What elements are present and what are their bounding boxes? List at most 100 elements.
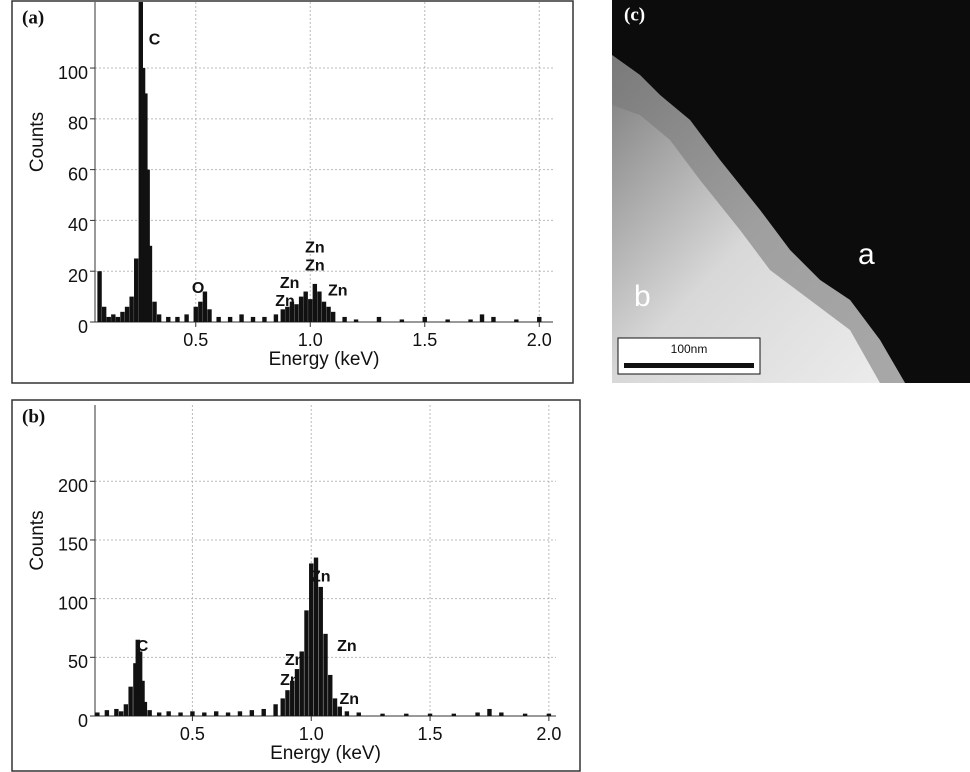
spectrum-bar xyxy=(133,663,138,716)
spectrum-bar xyxy=(198,301,203,322)
spectrum-bar xyxy=(376,316,382,322)
spectrum-bar xyxy=(299,651,304,716)
spectrum-bar xyxy=(97,271,102,322)
y-tick-label: 20 xyxy=(68,266,88,286)
y-tick-label: 0 xyxy=(78,317,88,337)
spectrum-bar xyxy=(143,93,148,322)
spectrum-bar xyxy=(145,169,150,322)
spectrum-bar xyxy=(399,319,405,322)
peak-label: Zn xyxy=(305,240,325,257)
spectrum-bar xyxy=(330,311,336,322)
peak-label: Zn xyxy=(280,672,300,689)
y-tick-label: 200 xyxy=(58,476,88,496)
peak-label: Zn xyxy=(275,293,295,310)
x-axis-label: Energy (keV) xyxy=(269,349,380,370)
spectrum-bar xyxy=(326,306,331,322)
spectrum-bar xyxy=(140,68,146,323)
peak-label: O xyxy=(192,280,204,297)
spectrum-bar xyxy=(202,291,208,322)
spectrum-bar xyxy=(332,698,338,716)
spectrum-bar xyxy=(328,674,333,716)
x-tick-label: 1.0 xyxy=(298,330,323,350)
spectrum-bar xyxy=(175,316,180,322)
spectrum-bar xyxy=(514,319,519,322)
spectrum-bar xyxy=(104,710,110,716)
x-tick-label: 1.5 xyxy=(418,724,443,744)
y-axis-label: Counts xyxy=(27,112,48,172)
spectrum-bar xyxy=(142,701,148,716)
peak-label: C xyxy=(149,31,161,48)
spectrum-bar xyxy=(298,296,304,322)
y-tick-label: 150 xyxy=(58,535,88,555)
spectrum-bar xyxy=(427,713,433,716)
peak-label: C xyxy=(137,638,149,655)
spectrum-bar xyxy=(166,711,171,716)
y-axis-label: Counts xyxy=(27,510,48,570)
panel-frame xyxy=(11,0,574,384)
spectrum-bar xyxy=(285,690,290,716)
panel-label: (a) xyxy=(22,7,44,28)
peak-label: Zn xyxy=(337,638,357,655)
spectrum-bar xyxy=(404,713,409,716)
region-label: b xyxy=(634,280,651,313)
spectrum-bar xyxy=(422,316,427,322)
peak-label: Zn xyxy=(339,691,359,708)
spectrum-bar xyxy=(289,301,295,322)
spectrum-bar xyxy=(193,306,198,322)
region-label: a xyxy=(858,238,875,271)
spectrum-bar xyxy=(318,586,323,716)
edge-region xyxy=(612,55,905,383)
x-axis-label: Energy (keV) xyxy=(270,743,381,764)
y-tick-label: 100 xyxy=(58,63,88,83)
spectrum-bar xyxy=(342,316,347,322)
peak-label: Zn xyxy=(328,283,348,300)
spectrum-bar xyxy=(290,680,295,716)
spectrum-bar xyxy=(115,316,121,322)
spectrum-bar xyxy=(137,651,143,716)
x-tick-label: 0.5 xyxy=(183,330,208,350)
y-tick-label: 40 xyxy=(68,215,88,235)
spectrum-bar xyxy=(237,711,243,716)
spectrum-bar xyxy=(249,710,255,716)
spectrum-bar xyxy=(152,301,157,322)
spectrum-bar xyxy=(106,316,111,322)
spectrum-bar xyxy=(178,712,183,716)
peak-label: Zn xyxy=(305,257,325,274)
spectrum-bar xyxy=(479,314,485,322)
spectrum-bar xyxy=(280,309,285,322)
spectrum-bar xyxy=(313,557,319,716)
spectrum-bar xyxy=(190,711,195,716)
spectrum-bar xyxy=(546,713,552,716)
spectrum-bar xyxy=(166,316,171,322)
spectrum-bar xyxy=(135,639,140,716)
spectrum-bar xyxy=(308,299,313,322)
spectrum-bar xyxy=(129,296,134,322)
spectrum-bar xyxy=(312,283,318,322)
spectrum-bar xyxy=(321,301,327,322)
y-tick-label: 50 xyxy=(68,652,88,672)
spectrum-bar xyxy=(468,319,473,322)
spectrum-bar xyxy=(303,291,308,322)
spectrum-bar xyxy=(184,314,189,322)
spectrum-bar xyxy=(280,698,285,716)
spectrum-bar xyxy=(156,712,162,716)
spectrum-bar xyxy=(522,713,528,716)
spectrum-bar xyxy=(128,686,133,716)
panel-label: (c) xyxy=(624,4,645,25)
spectrum-bar xyxy=(202,712,207,716)
panel-frame xyxy=(11,399,581,772)
spectrum-bar xyxy=(227,316,233,322)
spectrum-bar xyxy=(487,708,492,716)
spectrum-bar xyxy=(445,319,450,322)
spectrum-bar xyxy=(309,563,314,716)
spectrum-bar xyxy=(111,314,116,322)
spectrum-bar xyxy=(294,304,299,322)
spectrum-bar xyxy=(262,316,267,322)
peak-label: Zn xyxy=(280,275,300,292)
spectrum-bar xyxy=(337,706,342,716)
spectrum-bar xyxy=(250,316,256,322)
spectrum-bar xyxy=(134,258,139,322)
x-tick-label: 2.0 xyxy=(536,724,561,744)
spectrum-bar xyxy=(114,708,119,716)
